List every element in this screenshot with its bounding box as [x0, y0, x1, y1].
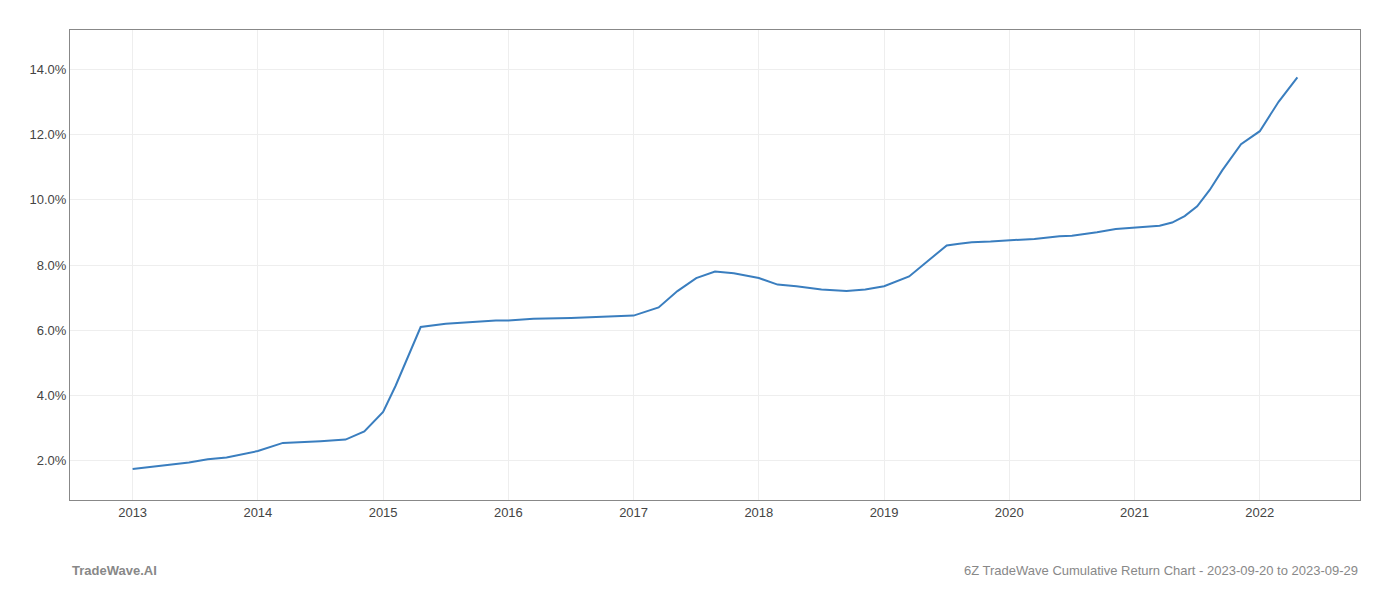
svg-text:2022: 2022 — [1245, 505, 1274, 520]
svg-text:2014: 2014 — [243, 505, 272, 520]
svg-text:6.0%: 6.0% — [37, 323, 67, 338]
svg-text:TradeWave.AI: TradeWave.AI — [72, 563, 157, 578]
svg-text:2018: 2018 — [744, 505, 773, 520]
svg-text:2015: 2015 — [369, 505, 398, 520]
svg-text:2016: 2016 — [494, 505, 523, 520]
svg-text:8.0%: 8.0% — [37, 258, 67, 273]
svg-text:4.0%: 4.0% — [37, 388, 67, 403]
svg-text:2017: 2017 — [619, 505, 648, 520]
svg-text:6Z TradeWave Cumulative Return: 6Z TradeWave Cumulative Return Chart - 2… — [964, 563, 1358, 578]
svg-text:12.0%: 12.0% — [30, 127, 67, 142]
svg-text:2020: 2020 — [995, 505, 1024, 520]
svg-text:2021: 2021 — [1120, 505, 1149, 520]
svg-text:2019: 2019 — [870, 505, 899, 520]
svg-text:2.0%: 2.0% — [37, 453, 67, 468]
svg-text:14.0%: 14.0% — [30, 62, 67, 77]
svg-text:10.0%: 10.0% — [30, 192, 67, 207]
svg-text:2013: 2013 — [118, 505, 147, 520]
